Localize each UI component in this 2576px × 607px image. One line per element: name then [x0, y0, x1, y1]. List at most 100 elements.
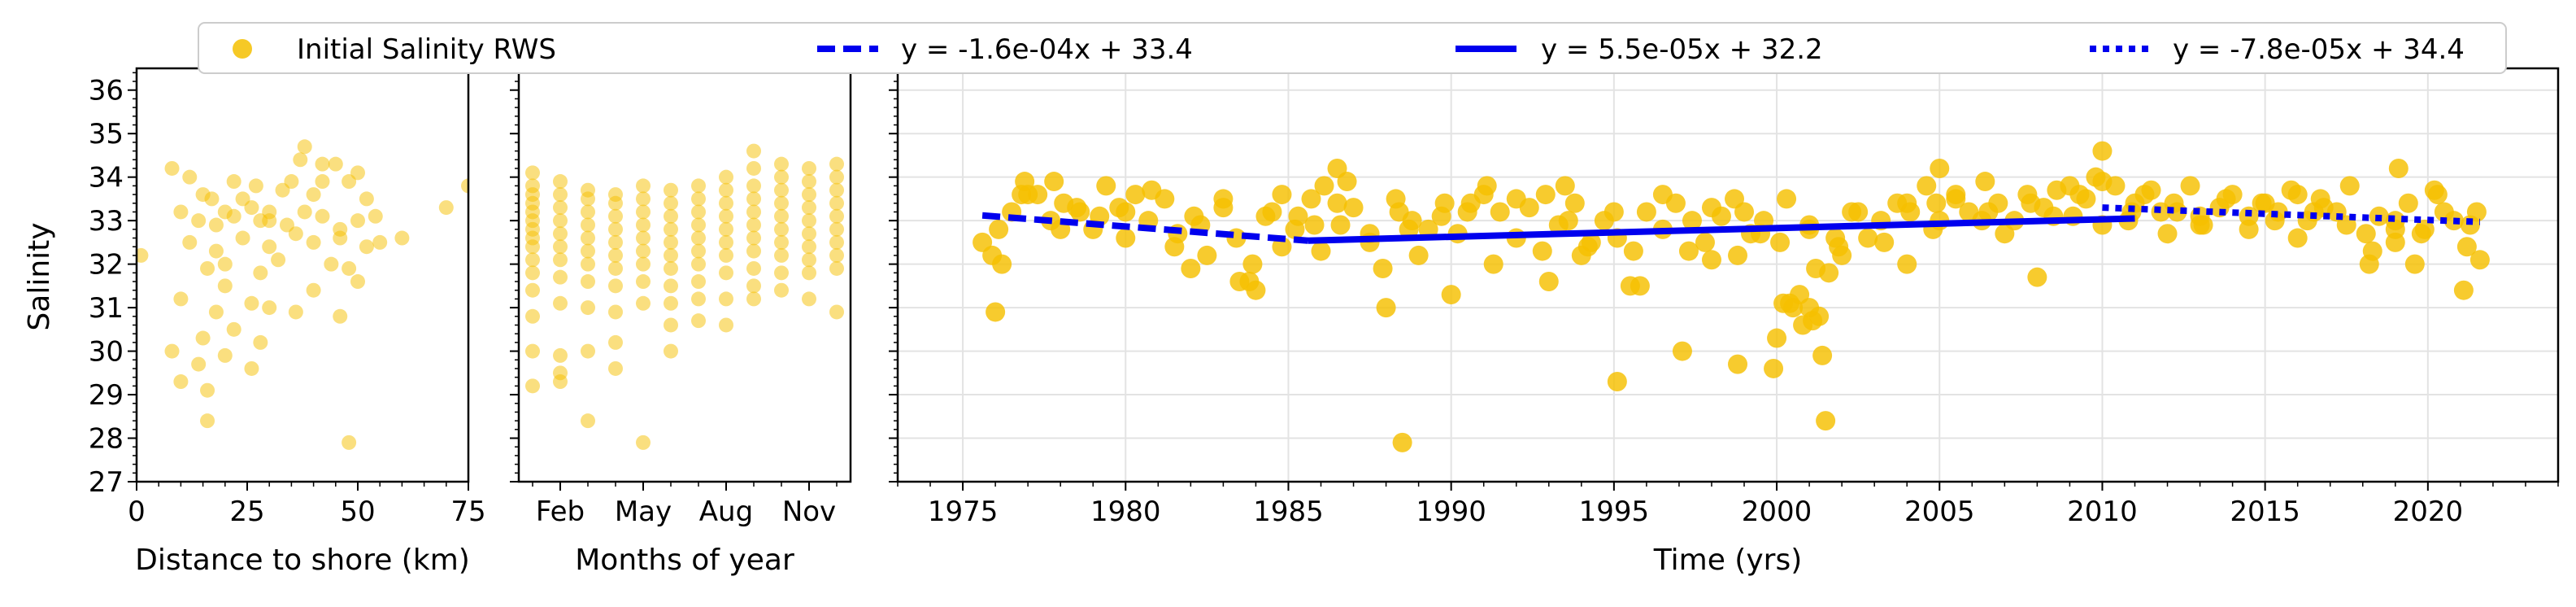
data-point	[525, 308, 540, 324]
data-point	[1946, 189, 1966, 209]
data-point	[636, 178, 651, 194]
data-point	[664, 343, 678, 359]
data-point	[525, 265, 540, 281]
data-point	[306, 234, 321, 250]
data-point	[1812, 345, 1833, 365]
data-point	[774, 282, 789, 298]
data-point	[636, 243, 651, 259]
data-point	[1181, 258, 1201, 278]
data-point	[774, 234, 789, 250]
x-tick-label: 2010	[2067, 496, 2138, 528]
data-point	[1926, 193, 1947, 213]
data-point	[315, 156, 330, 172]
data-point	[1825, 228, 1846, 248]
data-point	[525, 378, 540, 394]
data-point	[608, 208, 623, 224]
data-point	[691, 243, 706, 259]
data-point	[394, 230, 410, 246]
data-point	[2060, 176, 2080, 196]
panel-frame	[896, 67, 2560, 483]
data-point	[581, 274, 595, 290]
data-point	[802, 226, 816, 242]
data-point	[1457, 202, 1477, 222]
x-tick-label: 2015	[2230, 496, 2300, 528]
data-point	[1213, 189, 1234, 209]
data-point	[350, 274, 365, 290]
y-tick-label: 31	[89, 292, 124, 325]
data-point	[1272, 237, 1292, 257]
data-point	[2469, 250, 2490, 270]
data-point	[164, 160, 180, 176]
data-point	[829, 156, 844, 172]
data-point	[719, 182, 733, 198]
data-point	[746, 204, 761, 220]
data-point	[182, 169, 198, 185]
x-tick-label: Aug	[699, 496, 753, 528]
data-point	[2434, 202, 2454, 222]
data-point	[525, 239, 540, 255]
data-point	[1197, 245, 1217, 265]
data-point	[719, 234, 733, 250]
data-point	[200, 260, 215, 276]
data-point	[1311, 241, 1331, 261]
data-point	[2086, 167, 2106, 187]
data-point	[608, 360, 623, 376]
data-point	[1408, 245, 1429, 265]
plot-area	[973, 141, 2490, 452]
data-point	[1483, 254, 1503, 274]
data-point	[553, 174, 568, 190]
data-point	[1728, 354, 1748, 374]
data-point	[2456, 237, 2477, 257]
x-axis-label: Months of year	[575, 544, 794, 577]
x-tick-label: 1980	[1090, 496, 1161, 528]
data-point	[553, 213, 568, 229]
data-point	[350, 165, 365, 181]
data-point	[226, 321, 242, 337]
data-point	[1301, 189, 1321, 209]
data-point	[253, 265, 268, 281]
y-tick-label: 35	[89, 118, 124, 151]
data-point	[2287, 228, 2308, 248]
data-point	[208, 243, 224, 259]
x-tick-label: Feb	[536, 496, 585, 528]
data-point	[829, 169, 844, 185]
data-point	[226, 208, 242, 224]
data-point	[204, 191, 220, 207]
data-point	[1142, 180, 1162, 200]
data-point	[1682, 211, 1702, 231]
data-point	[608, 304, 623, 320]
data-point	[802, 160, 816, 176]
data-point	[691, 178, 706, 194]
plot-area	[525, 143, 844, 450]
data-point	[581, 343, 595, 359]
data-point	[1555, 176, 1575, 196]
data-point	[664, 295, 678, 311]
x-tick-label: 1990	[1416, 496, 1486, 528]
data-point	[802, 239, 816, 255]
data-point	[1532, 241, 1552, 261]
data-point	[581, 256, 595, 272]
data-point	[664, 195, 678, 211]
data-point	[1734, 202, 1755, 222]
x-axis-label: Time (yrs)	[1653, 544, 1803, 577]
data-point	[2287, 185, 2308, 205]
data-point	[636, 217, 651, 233]
data-point	[1116, 202, 1136, 222]
data-point	[297, 139, 312, 155]
data-point	[1917, 176, 1937, 196]
data-point	[636, 256, 651, 272]
data-point	[525, 282, 540, 298]
data-point	[664, 260, 678, 276]
data-point	[525, 252, 540, 268]
data-point	[802, 187, 816, 203]
data-point	[746, 278, 761, 294]
x-tick-label: 1995	[1579, 496, 1650, 528]
data-point	[217, 278, 233, 294]
data-point	[333, 308, 348, 324]
data-point	[271, 252, 286, 268]
data-point	[2385, 219, 2405, 239]
data-point	[226, 174, 242, 190]
data-point	[553, 200, 568, 216]
panel-2: Feb May Aug Nov Months of year	[510, 67, 852, 577]
x-tick-label: Nov	[782, 496, 836, 528]
